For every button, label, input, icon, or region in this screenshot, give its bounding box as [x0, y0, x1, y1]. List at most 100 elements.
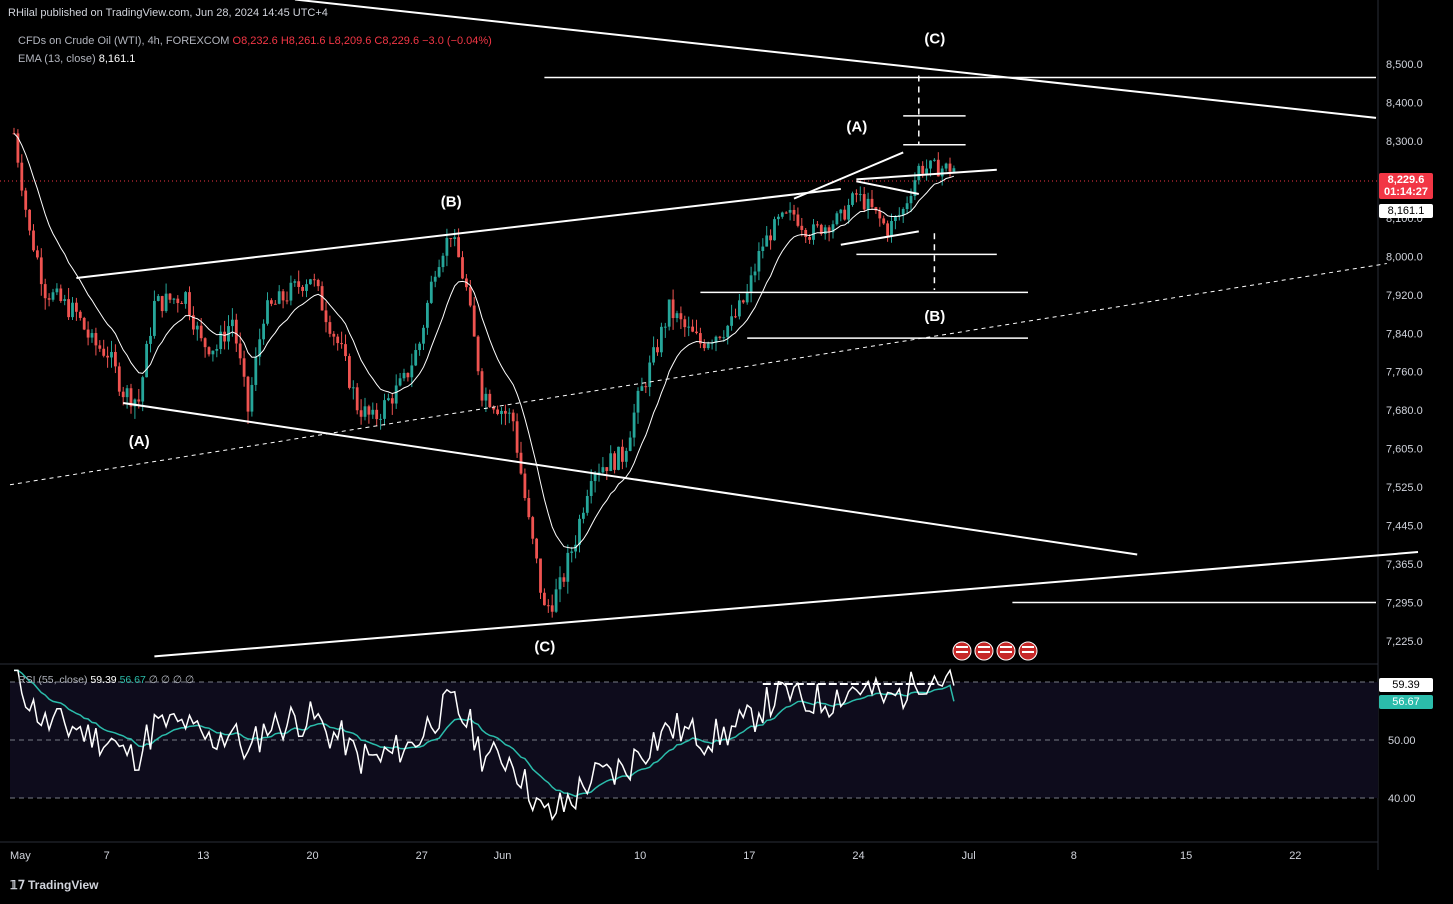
candle-body: [141, 377, 145, 402]
candle-body: [722, 337, 726, 339]
candle-body: [47, 298, 51, 300]
candle-body: [621, 446, 624, 462]
candle-body: [695, 331, 698, 334]
candle-body: [16, 133, 20, 163]
candle-body: [921, 165, 925, 174]
candle-body: [32, 230, 35, 251]
symbol-legend: CFDs on Crude Oil (WTI), 4h, FOREXCOM O8…: [18, 35, 492, 47]
candle-body: [192, 315, 195, 330]
us-flag-event-icon: [952, 641, 972, 661]
candle-body: [86, 329, 90, 338]
candle-body: [523, 473, 527, 499]
candle-body: [328, 322, 332, 334]
candle-body: [367, 406, 371, 415]
candle-body: [874, 207, 878, 211]
candle-body: [812, 224, 815, 240]
publisher-info: RHilal published on TradingView.com, Jun…: [8, 7, 328, 19]
candle-body: [468, 287, 472, 306]
channel-upper-trendline: [76, 188, 841, 279]
candle-body: [500, 410, 503, 415]
time-tick-label: 7: [104, 850, 110, 862]
candle-body: [67, 299, 70, 318]
candle-body: [75, 302, 78, 312]
price-tick-label: 8,000.0: [1386, 251, 1423, 263]
candle-body: [309, 279, 312, 285]
candle-body: [691, 326, 694, 332]
candle-body: [246, 376, 250, 412]
candle-body: [387, 398, 390, 401]
candle-body: [390, 398, 394, 404]
candle-body: [414, 350, 418, 366]
candle-body: [749, 275, 753, 292]
candle-body: [114, 351, 117, 367]
candle-body: [819, 224, 823, 234]
candle-body: [894, 216, 897, 221]
candle-body: [422, 327, 425, 344]
candle-body: [312, 279, 316, 281]
price-tick-label: 8,300.0: [1386, 136, 1423, 148]
candle-body: [851, 193, 854, 205]
candle-body: [153, 300, 156, 336]
price-tick-label: 7,445.0: [1386, 521, 1423, 533]
candle-body: [640, 386, 644, 391]
candle-body: [554, 589, 558, 612]
candle-body: [741, 300, 745, 303]
candle-body: [398, 378, 402, 386]
candle-body: [792, 209, 796, 215]
candle-body: [839, 209, 843, 214]
candle-body: [531, 517, 535, 539]
candle-body: [344, 344, 347, 357]
countdown-value: 01:14:27: [1383, 186, 1429, 198]
wave-label: (B): [441, 193, 462, 210]
candle-body: [254, 356, 258, 385]
wave-label: (A): [846, 118, 867, 135]
triangle-upper: [856, 180, 919, 195]
flag-stripe: [1022, 651, 1034, 653]
candle-body: [679, 313, 683, 320]
candle-body: [628, 437, 632, 451]
candle-body: [738, 300, 741, 317]
candle-body: [726, 325, 730, 338]
candle-body: [383, 400, 386, 419]
price-tick-label: 7,295.0: [1386, 598, 1423, 610]
candle-body: [71, 302, 74, 318]
candle-body: [761, 246, 765, 252]
candle-body: [558, 577, 562, 590]
flag-stripe: [1000, 651, 1012, 653]
candle-body: [445, 237, 449, 256]
candle-body: [585, 495, 589, 513]
candle-body: [316, 279, 320, 287]
candle-body: [667, 299, 671, 327]
candle-body: [543, 592, 546, 606]
candle-body: [305, 284, 308, 291]
candle-body: [535, 538, 538, 559]
price-tick-label: 8,400.0: [1386, 97, 1423, 109]
candle-body: [687, 326, 691, 328]
candle-body: [550, 605, 554, 612]
price-tick-label: 7,920.0: [1386, 290, 1423, 302]
candle-body: [917, 165, 921, 181]
candle-body: [784, 212, 788, 214]
rsi-tick-label: 50.00: [1388, 735, 1416, 747]
candle-body: [351, 387, 355, 389]
candle-body: [320, 286, 324, 311]
candle-body: [94, 333, 98, 346]
candle-body: [882, 218, 886, 224]
candle-body: [332, 333, 336, 337]
candle-body: [527, 498, 531, 518]
candle-body: [808, 237, 811, 240]
candle-body: [203, 338, 207, 348]
candle-body: [566, 552, 570, 582]
candle-body: [39, 257, 43, 285]
candle-body: [609, 453, 613, 472]
time-axis: May 7 13 20 27 Jun 10 17 24 Jul 8 15 22: [10, 850, 1301, 862]
candle-body: [613, 453, 616, 470]
us-flag-event-icon: [996, 641, 1016, 661]
candle-body: [20, 162, 24, 191]
base-trendline: [154, 551, 1419, 658]
time-tick-label: 17: [743, 850, 755, 862]
candle-body: [578, 518, 581, 545]
price-tick-label: 8,500.0: [1386, 59, 1423, 71]
candles: [12, 127, 956, 618]
